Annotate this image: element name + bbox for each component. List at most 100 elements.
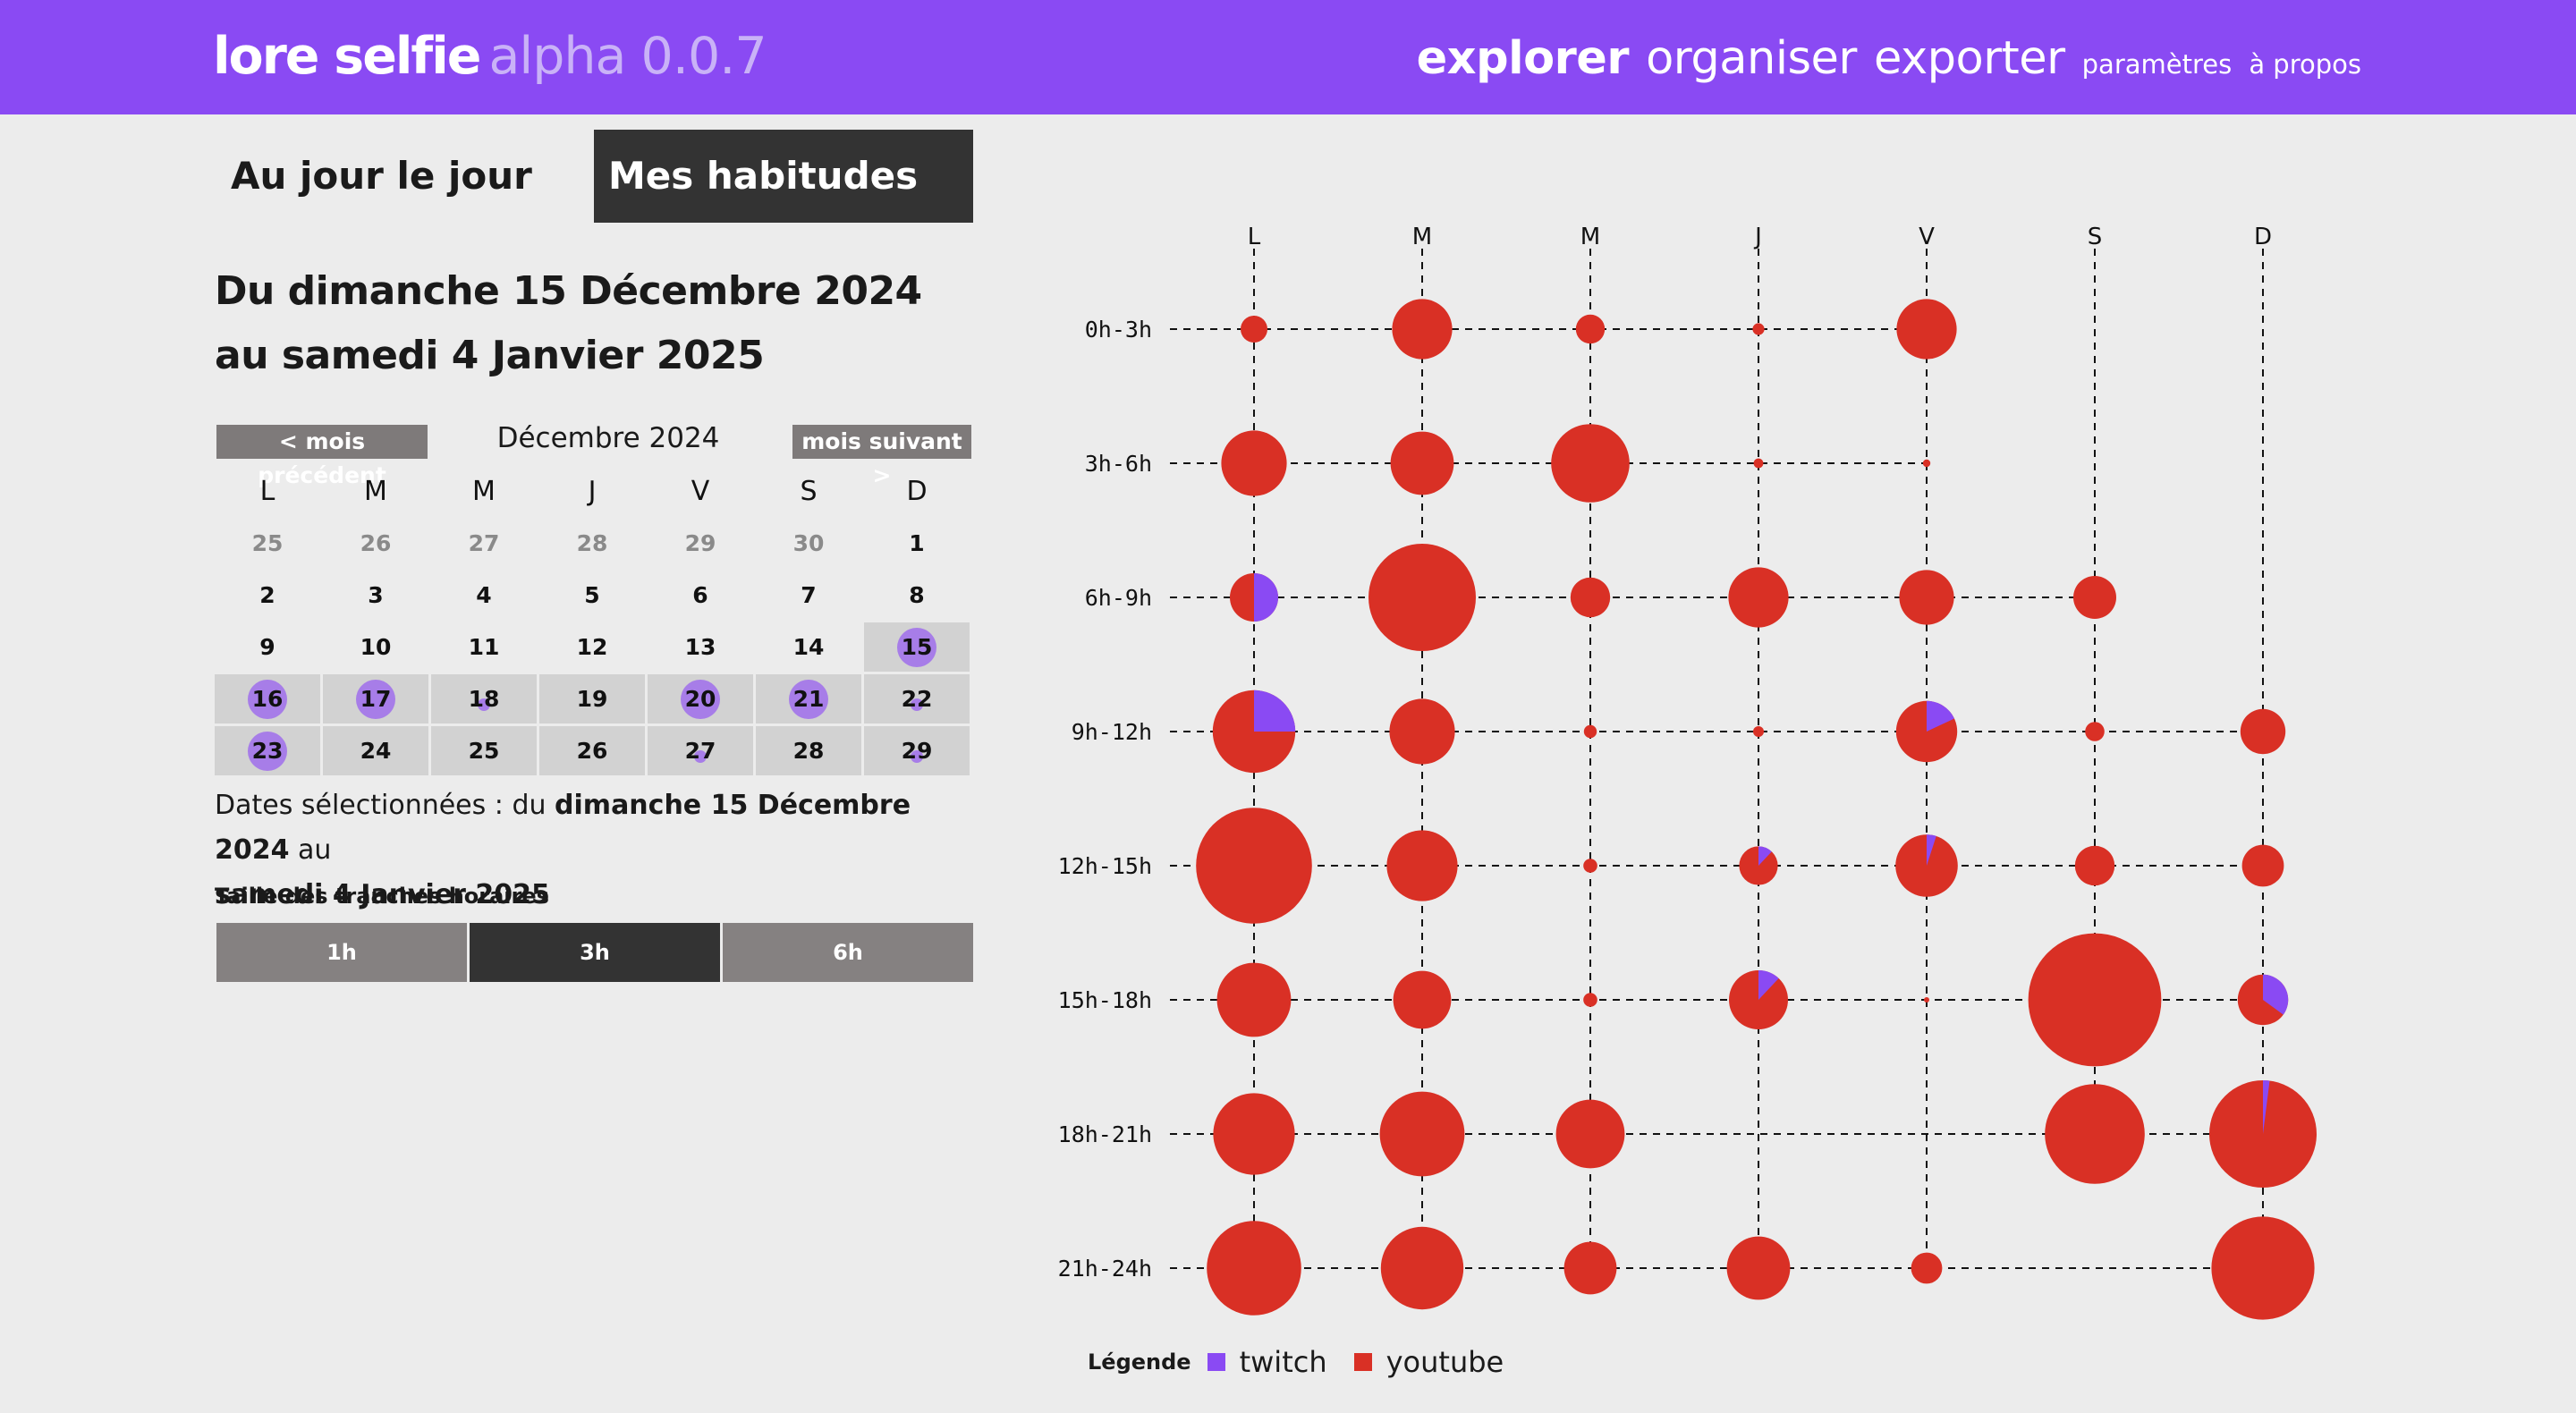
activity-dot xyxy=(911,750,923,764)
calendar-day[interactable]: 7 xyxy=(756,571,861,620)
calendar-day[interactable]: 17 xyxy=(323,674,428,723)
bubble-twitch-slice xyxy=(2263,1080,2270,1134)
calendar-day[interactable]: 28 xyxy=(756,726,861,775)
calendar-day[interactable]: 23 xyxy=(215,726,320,775)
activity-dot xyxy=(897,627,936,667)
calendar-day[interactable]: 10 xyxy=(323,622,428,672)
calendar-day[interactable]: 28 xyxy=(539,519,645,568)
calendar-day[interactable]: 30 xyxy=(756,519,861,568)
calendar-day[interactable]: 4 xyxy=(431,571,537,620)
tab-au-jour-le-jour[interactable]: Au jour le jour xyxy=(231,154,532,198)
bubble-youtube xyxy=(1575,314,1606,344)
calendar-day[interactable]: 8 xyxy=(864,571,970,620)
tab-mes-habitudes[interactable]: Mes habitudes xyxy=(594,130,973,223)
slot-size-selector: 1h 3h 6h xyxy=(216,923,976,982)
calendar-day[interactable]: 3 xyxy=(323,571,428,620)
app-logo[interactable]: lore selfie alpha 0.0.7 xyxy=(213,27,767,89)
calendar-day[interactable]: 29 xyxy=(864,726,970,775)
bubble-youtube xyxy=(1896,299,1957,360)
slot-6h-button[interactable]: 6h xyxy=(723,923,973,982)
weekday-header: V xyxy=(691,476,710,507)
calendar-day[interactable]: 12 xyxy=(539,622,645,672)
calendar-day[interactable]: 16 xyxy=(215,674,320,723)
main-nav: explorer organiser exporter paramètres à… xyxy=(1404,32,2361,85)
bubble-youtube xyxy=(1390,431,1454,495)
calendar-day[interactable]: 25 xyxy=(215,519,320,568)
slot-1h-button[interactable]: 1h xyxy=(216,923,467,982)
nav-a-propos[interactable]: à propos xyxy=(2249,49,2361,80)
bubble-youtube xyxy=(1393,970,1452,1029)
nav-exporter[interactable]: exporter xyxy=(1874,32,2065,85)
day-number: 10 xyxy=(360,634,392,660)
day-number: 2 xyxy=(259,582,275,608)
bubble-youtube xyxy=(1911,1252,1943,1284)
calendar-day[interactable]: 2 xyxy=(215,571,320,620)
calendar-day[interactable]: 24 xyxy=(323,726,428,775)
nav-explorer[interactable]: explorer xyxy=(1416,32,1630,85)
bubble-youtube xyxy=(1386,830,1458,901)
calendar-day[interactable]: 27 xyxy=(648,726,753,775)
next-month-button[interactable]: mois suivant > xyxy=(792,425,971,488)
bubble-youtube xyxy=(1380,1226,1464,1310)
bubble-youtube xyxy=(1368,544,1476,651)
day-number: 22 xyxy=(901,686,933,712)
calendar-day[interactable]: 21 xyxy=(756,674,861,723)
day-number: 1 xyxy=(909,530,925,556)
y-tick-label: 0h-3h xyxy=(1085,317,1152,343)
legend-item-twitch: twitch xyxy=(1207,1345,1327,1379)
brand-name: lore selfie xyxy=(213,27,481,86)
bubble-youtube xyxy=(2028,933,2162,1067)
day-number: 9 xyxy=(259,634,275,660)
nav-parametres[interactable]: paramètres xyxy=(2081,49,2233,80)
bubble-twitch-slice xyxy=(1758,970,1779,1000)
calendar-day[interactable]: 5 xyxy=(539,571,645,620)
calendar-day[interactable]: 13 xyxy=(648,622,753,672)
calendar-day[interactable]: 6 xyxy=(648,571,753,620)
calendar-week-row: 9 10 11 12 13 14 15 xyxy=(215,622,973,674)
day-number: 25 xyxy=(251,530,284,556)
bubble-youtube xyxy=(1922,459,1931,468)
calendar-day[interactable]: 9 xyxy=(215,622,320,672)
bubble-youtube xyxy=(1241,316,1267,343)
calendar-day[interactable]: 19 xyxy=(539,674,645,723)
bubble-youtube xyxy=(2240,708,2286,755)
x-tick-label: L xyxy=(1248,224,1261,250)
bubble-youtube xyxy=(1389,698,1455,765)
calendar-day[interactable]: 18 xyxy=(431,674,537,723)
x-tick-label: V xyxy=(1919,224,1935,250)
legend-title: Légende xyxy=(1088,1350,1191,1375)
bubble-youtube xyxy=(1221,430,1287,496)
day-number: 12 xyxy=(576,634,608,660)
day-number: 29 xyxy=(684,530,716,556)
calendar-day[interactable]: 14 xyxy=(756,622,861,672)
bubble-youtube xyxy=(1583,724,1597,739)
day-number: 30 xyxy=(792,530,825,556)
day-number: 23 xyxy=(251,738,284,764)
calendar-day[interactable]: 1 xyxy=(864,519,970,568)
day-number: 3 xyxy=(368,582,384,608)
day-number: 6 xyxy=(692,582,708,608)
calendar-day[interactable]: 26 xyxy=(323,519,428,568)
weekday-header: L xyxy=(259,476,275,507)
calendar-day[interactable]: 27 xyxy=(431,519,537,568)
prev-month-button[interactable]: < mois précédent xyxy=(216,425,428,488)
day-number: 29 xyxy=(901,738,933,764)
weekday-header: M xyxy=(472,476,496,507)
calendar-day[interactable]: 22 xyxy=(864,674,970,723)
nav-organiser[interactable]: organiser xyxy=(1646,32,1857,85)
habits-chart: L M M J V S D 0h-3h 3h-6h 6h-9h 9h-12h 12h-15h 15h-1… xyxy=(1058,224,2317,1320)
top-bar: lore selfie alpha 0.0.7 explorer organise… xyxy=(0,0,2576,114)
day-number: 27 xyxy=(468,530,500,556)
weekday-header: D xyxy=(906,476,928,507)
calendar-day[interactable]: 25 xyxy=(431,726,537,775)
calendar-day[interactable]: 20 xyxy=(648,674,753,723)
calendar-day[interactable]: 11 xyxy=(431,622,537,672)
calendar-day[interactable]: 26 xyxy=(539,726,645,775)
bubble-twitch-slice xyxy=(1254,690,1296,732)
bubble-twitch-slice xyxy=(1927,700,1954,732)
calendar-day[interactable]: 29 xyxy=(648,519,753,568)
calendar-day[interactable]: 15 xyxy=(864,622,970,672)
day-number: 11 xyxy=(468,634,500,660)
slot-3h-button[interactable]: 3h xyxy=(470,923,720,982)
day-number: 26 xyxy=(576,738,608,764)
